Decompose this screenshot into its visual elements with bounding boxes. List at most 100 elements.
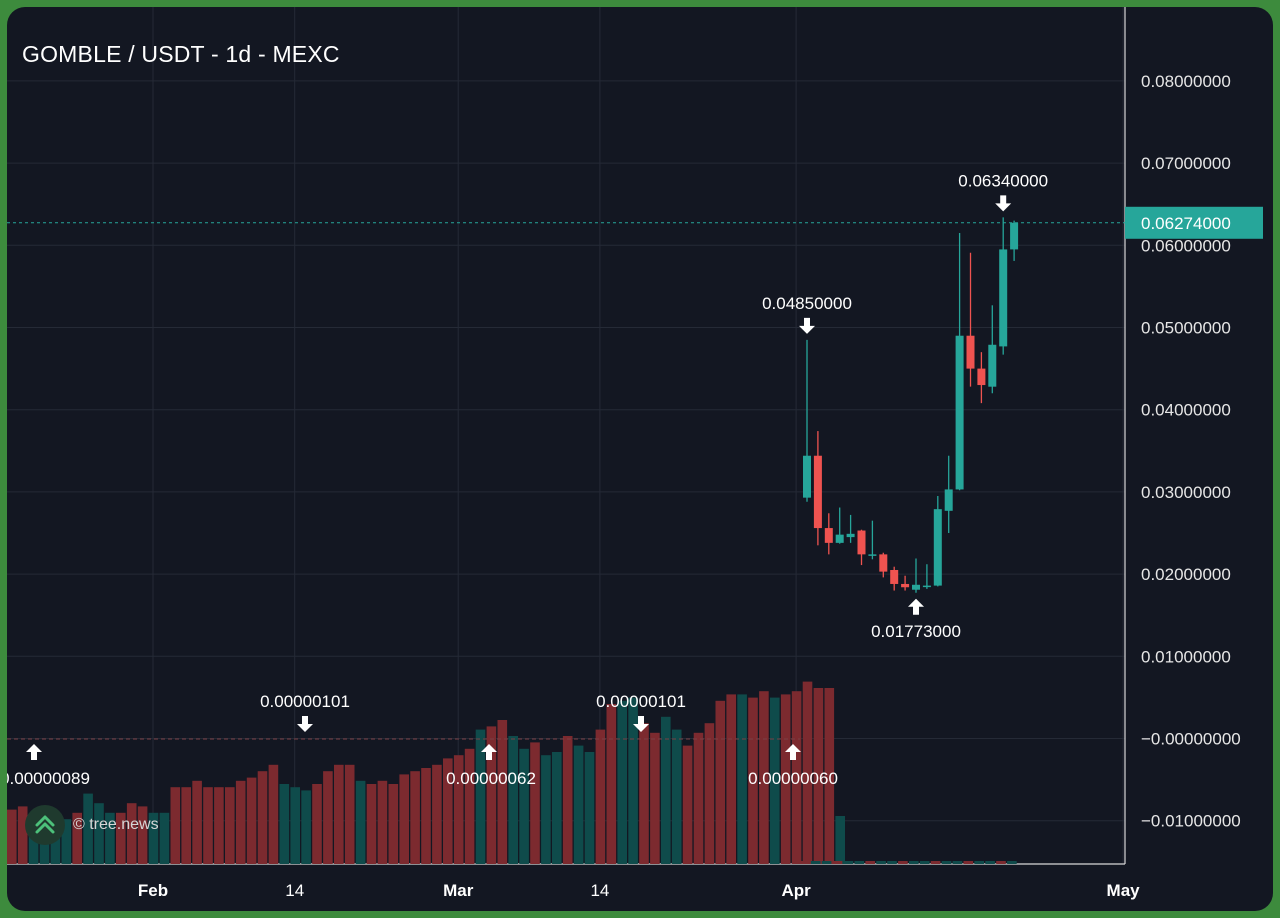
price-annotation-label: 0.00000062 [446,769,536,788]
volume-bar [181,787,191,864]
volume-bar [617,700,627,864]
volume-bar [671,729,682,864]
volume-bar [170,787,181,864]
volume-bar [541,755,551,864]
watermark: © tree.news [25,805,159,845]
volume-bar [800,861,810,864]
price-annotation-label: 0.01773000 [871,622,961,641]
volume-bar [50,825,61,864]
watermark-text: © tree.news [73,816,159,833]
volume-bar [552,752,562,864]
volume-bar [726,694,736,864]
candle-body [890,569,899,584]
x-tick-label: Feb [138,881,168,900]
volume-bar [802,681,813,864]
y-tick-label: 0.07000000 [1141,154,1231,173]
volume-bar [94,803,104,864]
volume-bar [486,726,497,864]
candle-body [868,554,877,556]
volume-bar [464,748,475,864]
volume-bar [919,861,930,864]
y-axis: 0.08000000 0.07000000 0.06000000 0.05000000… [1141,72,1241,831]
volume-bar [421,768,431,864]
y-tick-label: 0.02000000 [1141,565,1231,584]
volume-bar [235,780,246,864]
price-annotation-label: 0.00000101 [260,692,350,711]
y-tick-label: 0.01000000 [1141,647,1231,666]
candle-body [846,533,855,538]
volume-bar [770,697,780,864]
y-tick-label: 0.03000000 [1141,483,1231,502]
volume-bar [865,861,875,864]
volume-bar [682,745,693,864]
volume-bar [693,732,704,864]
volume-bar [105,812,115,864]
arrow-up-icon [481,744,497,760]
volume-bar [312,784,322,864]
volume-bar [780,694,791,864]
volume-bar [214,787,224,864]
y-tick-label: 0.06000000 [1141,236,1231,255]
volume-bar [475,729,486,864]
arrow-down-icon [995,195,1012,212]
candlestick-chart[interactable]: 0.06274000 0.06340000 0.04850000 0.0177300… [7,7,1273,911]
y-tick-label: 0.04000000 [1141,401,1231,420]
volume-bar [941,861,952,864]
volume-bar [562,736,573,864]
volume-bar [909,861,919,864]
last-price-badge [1125,206,1263,239]
volume-bar [83,793,93,864]
chart-panel: 0.06274000 0.06340000 0.04850000 0.0177300… [7,7,1273,911]
volume-bar [737,694,747,864]
volume-bar [410,771,420,864]
candle-body [803,455,811,498]
volume-bar [715,700,726,864]
y-tick-label: 0.05000000 [1141,319,1231,338]
x-tick-label: Apr [781,881,811,900]
volume-bar [974,861,984,864]
volume-bar [39,832,50,864]
volume-bar [268,764,279,864]
y-tick-label: −0.01000000 [1141,812,1241,831]
x-tick-label: 14 [285,881,304,900]
volume-bar [824,688,835,864]
volume-bar [887,861,897,864]
volume-bar [344,764,355,864]
y-tick-label: 0.08000000 [1141,72,1231,91]
volume-bar [334,764,344,864]
candle-body [999,249,1008,347]
volume-bar [1007,861,1017,864]
volume-bar [279,784,290,864]
volume-bar [377,780,388,864]
volume-bar [876,861,886,864]
volume-bar [628,697,638,864]
volume-bar [595,729,606,864]
volume-bar [835,816,845,864]
volume-bar [388,784,399,864]
candle-body [824,528,833,543]
candle-body [955,335,964,490]
volume-bar [192,780,202,864]
volume-bar [126,803,137,864]
candle-body [1010,222,1019,250]
volume-bar [257,771,268,864]
volume-bar [366,784,377,864]
x-axis: Feb 14 Mar 14 Apr May [138,881,1140,900]
volume-bar [246,777,257,864]
x-tick-label: May [1107,881,1141,900]
volume-bar [832,861,843,864]
volume-bar [508,736,518,864]
volume-bar [225,787,235,864]
price-annotation-label: 0.04850000 [762,294,852,313]
volume-bar [704,723,715,864]
candle-body [879,554,888,572]
candle-body [901,583,910,588]
volume-bar [290,787,300,864]
volume-bar [159,812,170,864]
candle-body [977,368,986,386]
volume-bar [116,812,126,864]
annotations: 0.06340000 0.04850000 0.01773000 0.00000089… [7,171,1048,788]
volume-bar [791,691,802,864]
volume-bar [854,861,865,864]
volume-bar [606,704,617,864]
